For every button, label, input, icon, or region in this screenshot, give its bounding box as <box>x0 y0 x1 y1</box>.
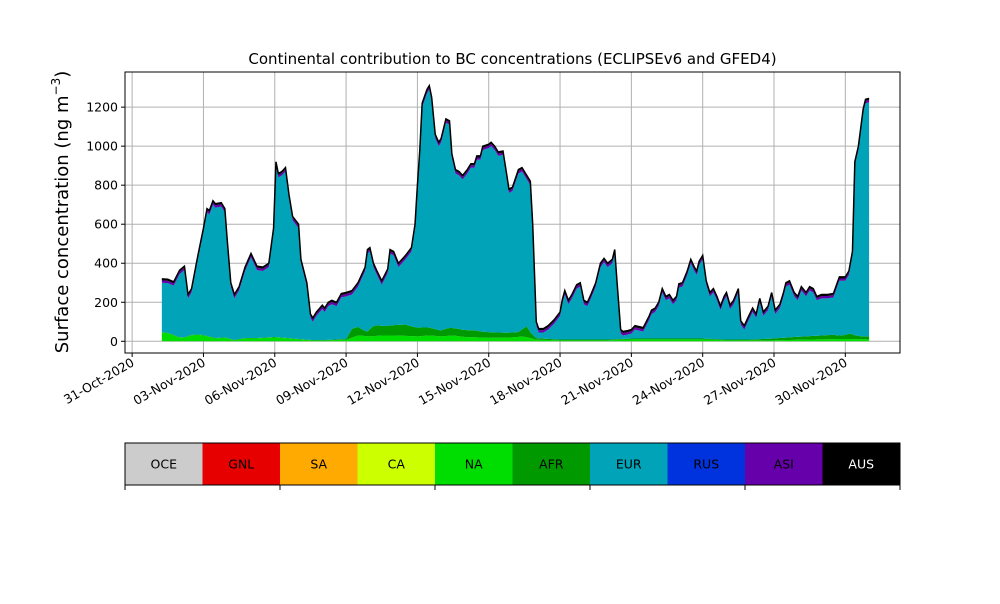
y-axis-label-exponent: −3 <box>49 78 63 96</box>
legend-swatch-sa <box>280 443 358 485</box>
x-tick-label: 06-Nov-2020 <box>202 355 280 408</box>
chart-title: Continental contribution to BC concentra… <box>248 50 776 68</box>
area-na <box>161 332 870 342</box>
legend-swatch-eur <box>590 443 668 485</box>
legend-swatch-rus <box>667 443 745 485</box>
legend-label-ca: CA <box>388 457 406 472</box>
legend-swatch-oce <box>125 443 203 485</box>
x-tick-label: 21-Nov-2020 <box>558 355 636 408</box>
x-tick-label: 03-Nov-2020 <box>130 355 208 408</box>
legend-swatch-asi <box>745 443 823 485</box>
y-tick-label: 200 <box>94 295 118 310</box>
x-tick-label: 12-Nov-2020 <box>344 355 422 408</box>
legend-label-asi: ASI <box>774 457 794 472</box>
y-tick-label: 800 <box>94 178 118 193</box>
area-afr <box>161 324 870 341</box>
y-axis-label: Surface concentration (ng m−3) <box>49 71 73 354</box>
legend-label-gnl: GNL <box>228 457 254 472</box>
legend-swatch-na <box>435 443 513 485</box>
y-tick-label: 400 <box>94 256 118 271</box>
legend-swatch-ca <box>357 443 435 485</box>
y-tick-label: 1200 <box>86 100 118 115</box>
area-eur <box>161 89 870 341</box>
legend-frame <box>124 442 901 486</box>
y-tick-label: 0 <box>110 334 118 349</box>
legend-swatch-aus <box>822 443 900 485</box>
x-tick-label: 31-Oct-2020 <box>61 355 137 407</box>
legend-label-afr: AFR <box>539 457 564 472</box>
x-tick-label: 30-Nov-2020 <box>772 355 850 408</box>
legend-label-eur: EUR <box>616 457 642 472</box>
x-tick-label: 18-Nov-2020 <box>487 355 565 408</box>
x-tick-label: 27-Nov-2020 <box>701 355 779 408</box>
total-line <box>161 83 870 333</box>
legend-swatch-afr <box>512 443 590 485</box>
x-tick-label: 24-Nov-2020 <box>630 355 708 408</box>
x-tick-label: 15-Nov-2020 <box>416 355 494 408</box>
y-tick-label: 1000 <box>86 139 118 154</box>
legend-label-rus: RUS <box>693 457 719 472</box>
legend-label-aus: AUS <box>848 457 874 472</box>
y-axis-label-close: ) <box>52 71 73 78</box>
plot-area: 0 200 400 600 800 1000 1200 31-Oct-202003-Nov-2… <box>61 71 901 408</box>
colorbar-legend: OCE GNL SA CA NA AFR EUR RUS ASI AUS <box>124 442 901 490</box>
legend-label-na: NA <box>465 457 483 472</box>
x-tick-label: 09-Nov-2020 <box>273 355 351 408</box>
axes-frame <box>124 71 901 354</box>
legend-label-sa: SA <box>310 457 327 472</box>
legend-label-oce: OCE <box>151 457 178 472</box>
y-tick-label: 600 <box>94 217 118 232</box>
legend-swatch-gnl <box>202 443 280 485</box>
y-axis-label-main: Surface concentration (ng m <box>52 95 73 353</box>
